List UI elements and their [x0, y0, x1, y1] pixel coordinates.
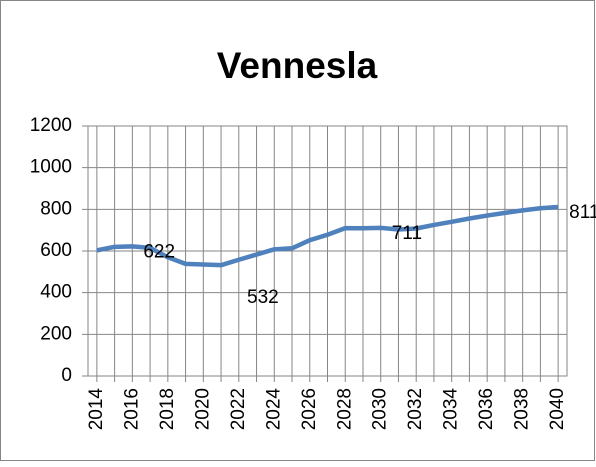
x-tick-label: 2014: [86, 388, 107, 431]
x-tick-label: 2028: [334, 388, 355, 430]
x-tick-label: 2020: [192, 388, 213, 430]
y-tick-label: 1200: [30, 115, 72, 136]
data-label: 622: [143, 241, 175, 262]
data-label: 811: [569, 202, 596, 223]
y-tick-label: 1000: [30, 157, 72, 178]
data-label: 711: [392, 223, 422, 244]
y-tick-label: 400: [40, 282, 72, 303]
y-tick-label: 200: [40, 323, 72, 344]
x-tick-label: 2038: [512, 388, 533, 430]
y-tick-label: 0: [61, 365, 72, 386]
plot-area: [87, 125, 568, 377]
data-label: 532: [247, 287, 279, 308]
x-tick-label: 2026: [299, 388, 320, 430]
x-tick-label: 2018: [157, 388, 178, 430]
x-tick-label: 2032: [405, 388, 426, 430]
x-tick-label: 2024: [263, 388, 284, 431]
x-tick-label: 2030: [370, 388, 391, 430]
x-tick-label: 2040: [547, 388, 568, 430]
y-tick-label: 600: [40, 240, 72, 261]
y-tick-label: 800: [40, 198, 72, 219]
data-line: [96, 204, 559, 268]
chart-title: Vennesla: [217, 45, 378, 86]
x-tick-label: 2034: [441, 388, 462, 431]
x-tick-label: 2022: [228, 388, 249, 430]
x-tick-label: 2016: [121, 388, 142, 430]
x-tick-label: 2036: [476, 388, 497, 430]
